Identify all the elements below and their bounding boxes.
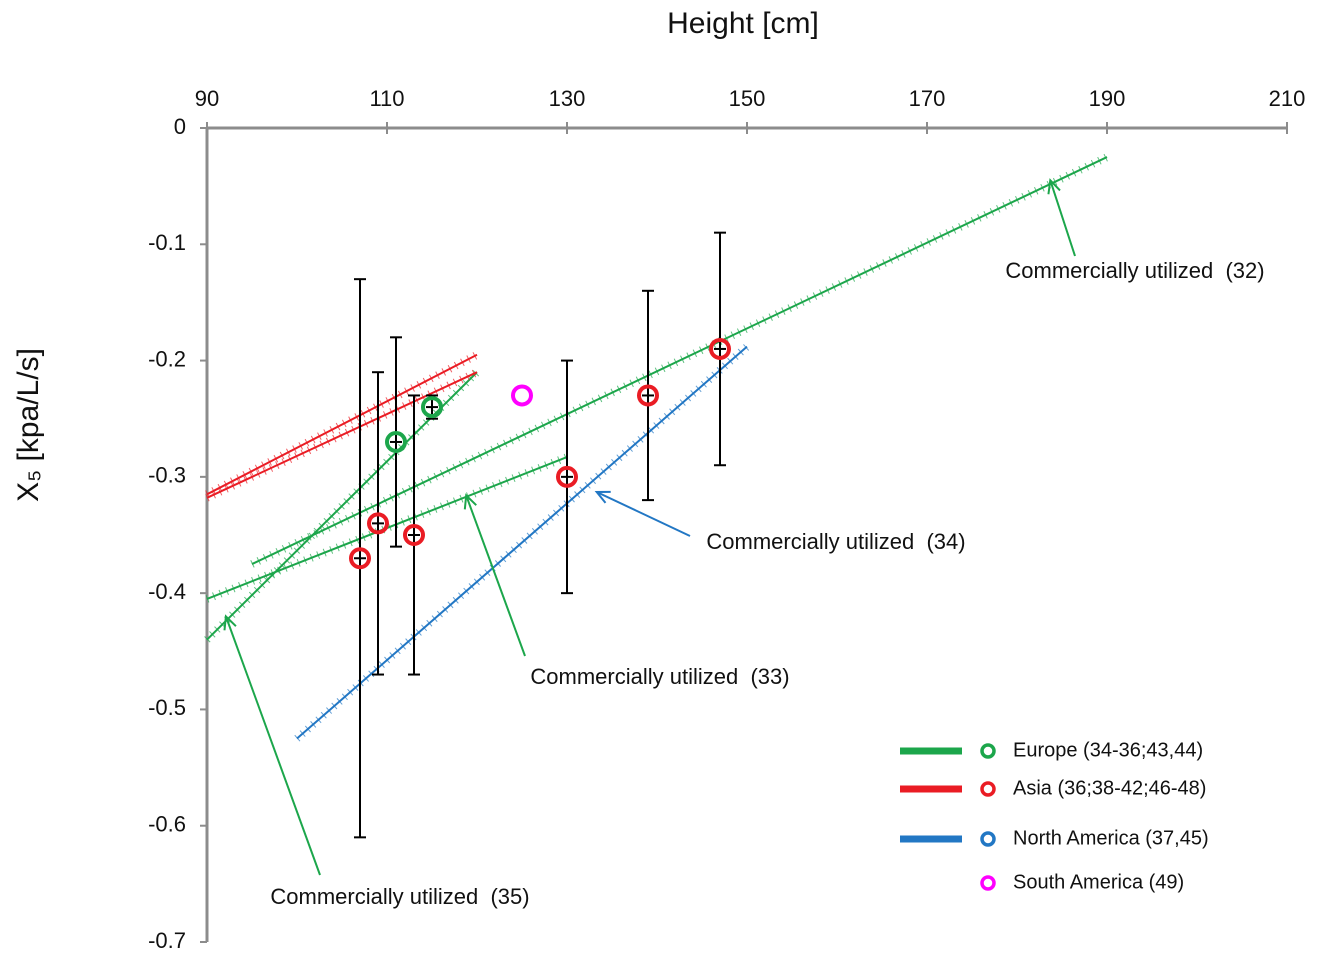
annotation-arrowhead [463, 493, 477, 510]
legend-marker [980, 781, 996, 797]
legend-label: North America (37,45) [1013, 827, 1209, 849]
annotation-text: Commercially utilized (32) [1005, 258, 1264, 283]
x-tick-label: 170 [909, 86, 946, 111]
legend-marker [980, 743, 996, 759]
point [421, 396, 443, 419]
y-tick-label: -0.7 [148, 928, 186, 953]
legend-label: Asia (36;38-42;46-48) [1013, 777, 1206, 799]
point [556, 465, 578, 488]
trend-line [206, 371, 478, 641]
y-tick-label: -0.3 [148, 463, 186, 488]
point [385, 430, 407, 453]
point [403, 524, 425, 546]
x-tick-label: 90 [195, 86, 219, 111]
trend-line-markers [205, 453, 569, 603]
chart-title: Height [cm] [667, 7, 819, 40]
x-tick-label: 190 [1089, 86, 1126, 111]
annotation-text: Commercially utilized (34) [706, 529, 965, 554]
y-tick-label: -0.4 [148, 579, 186, 604]
trend-line [251, 156, 1108, 565]
legend-label: Europe (34-36;43,44) [1013, 739, 1203, 761]
point [349, 547, 371, 570]
x-tick-label: 130 [549, 86, 586, 111]
annotation-arrow [596, 491, 691, 537]
annotation-arrowhead [1047, 178, 1061, 195]
y-tick-label: -0.6 [148, 812, 186, 837]
legend-marker [980, 831, 996, 847]
trend-line [206, 353, 478, 496]
x-tick-label: 150 [729, 86, 766, 111]
x-tick-label: 110 [369, 86, 404, 111]
point [367, 512, 389, 535]
annotation-arrow [465, 495, 526, 657]
annotation-arrowhead [223, 614, 237, 631]
point [637, 384, 659, 407]
trend-line-markers [204, 369, 480, 643]
legend-label: South America (49) [1013, 871, 1184, 893]
trend-line-markers [294, 343, 750, 742]
y-tick-label: -0.5 [148, 695, 186, 720]
y-tick-label: -0.2 [148, 346, 186, 371]
annotation-arrow [1049, 180, 1076, 257]
trend-line-markers [205, 368, 479, 502]
x-tick-label: 210 [1269, 86, 1306, 111]
y-axis-label: X₅ [kpa/L/s] [12, 348, 45, 502]
legend-marker [980, 875, 996, 891]
y-tick-label: 0 [174, 114, 186, 139]
annotation-text: Commercially utilized (33) [530, 664, 789, 689]
point [709, 337, 731, 360]
annotation-arrowhead [594, 490, 611, 504]
point [511, 384, 533, 407]
annotation-arrow [224, 616, 321, 876]
y-tick-label: -0.1 [148, 230, 186, 255]
annotation-text: Commercially utilized (35) [270, 884, 529, 909]
